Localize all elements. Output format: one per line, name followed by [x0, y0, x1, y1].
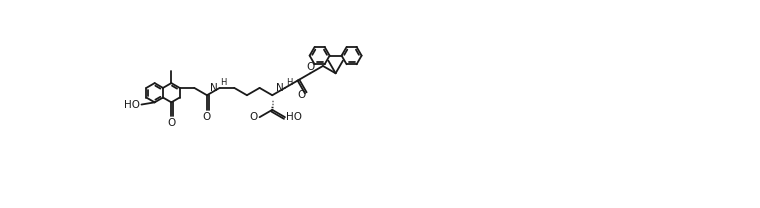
- Text: O: O: [250, 112, 258, 122]
- Text: N: N: [276, 83, 283, 93]
- Text: O: O: [167, 118, 176, 128]
- Text: HO: HO: [124, 100, 140, 110]
- Text: O: O: [306, 62, 315, 72]
- Text: H: H: [286, 78, 292, 87]
- Text: N: N: [211, 83, 218, 93]
- Text: H: H: [220, 78, 226, 87]
- Text: O: O: [203, 112, 211, 122]
- Text: HO: HO: [287, 112, 302, 122]
- Text: O: O: [297, 90, 306, 100]
